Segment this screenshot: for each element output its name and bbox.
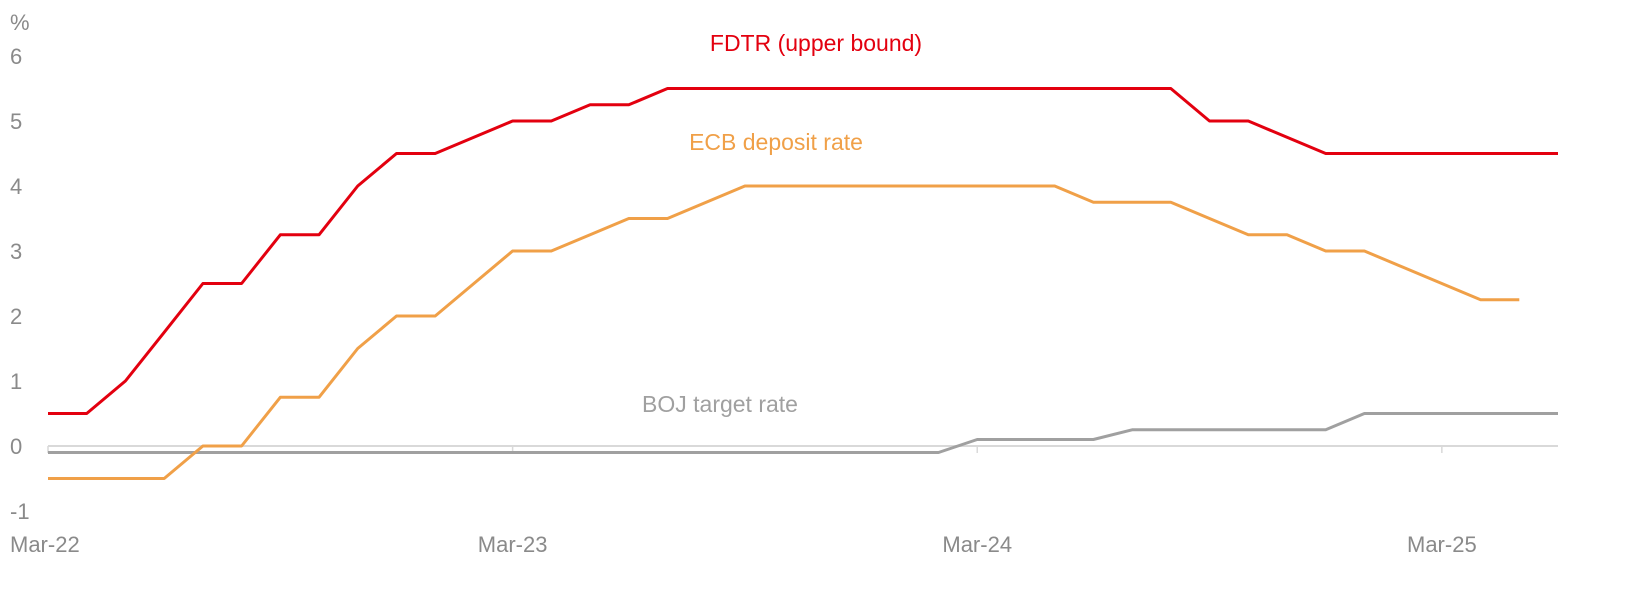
- y-tick-label: 2: [10, 304, 22, 329]
- y-tick-label: 4: [10, 174, 22, 199]
- y-axis-unit-label: %: [10, 10, 30, 35]
- series-label: BOJ target rate: [642, 391, 798, 417]
- series-line-2: [48, 412, 1558, 454]
- series-line-1: [48, 184, 1520, 480]
- y-tick-label: 6: [10, 44, 22, 69]
- x-axis: Mar-22 Mar-23 Mar-24 Mar-25: [10, 445, 1558, 557]
- y-tick-label: 3: [10, 239, 22, 264]
- series-line-0: [48, 87, 1558, 415]
- series-label: FDTR (upper bound): [710, 30, 922, 56]
- series-lines: [48, 87, 1558, 480]
- series-labels: FDTR (upper bound) ECB deposit rate BOJ ta…: [642, 30, 922, 417]
- y-tick-label: -1: [10, 499, 30, 524]
- x-tick-label: Mar-24: [942, 532, 1012, 557]
- x-tick-label: Mar-25: [1407, 532, 1477, 557]
- x-tick-label: Mar-23: [478, 532, 548, 557]
- y-tick-label: 5: [10, 109, 22, 134]
- x-tick-label: Mar-22: [10, 532, 80, 557]
- y-tick-label: 1: [10, 369, 22, 394]
- y-axis-ticks: -1 0 1 2 3 4 5 6: [10, 44, 30, 524]
- series-label: ECB deposit rate: [689, 129, 863, 155]
- y-tick-label: 0: [10, 434, 22, 459]
